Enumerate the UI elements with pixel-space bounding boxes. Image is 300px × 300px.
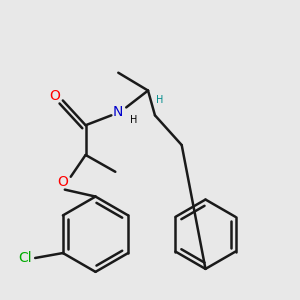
Text: O: O: [50, 88, 60, 103]
Text: Cl: Cl: [18, 251, 32, 265]
Text: H: H: [156, 95, 164, 106]
Text: H: H: [130, 115, 138, 125]
Text: O: O: [57, 175, 68, 189]
Text: N: N: [113, 105, 124, 119]
